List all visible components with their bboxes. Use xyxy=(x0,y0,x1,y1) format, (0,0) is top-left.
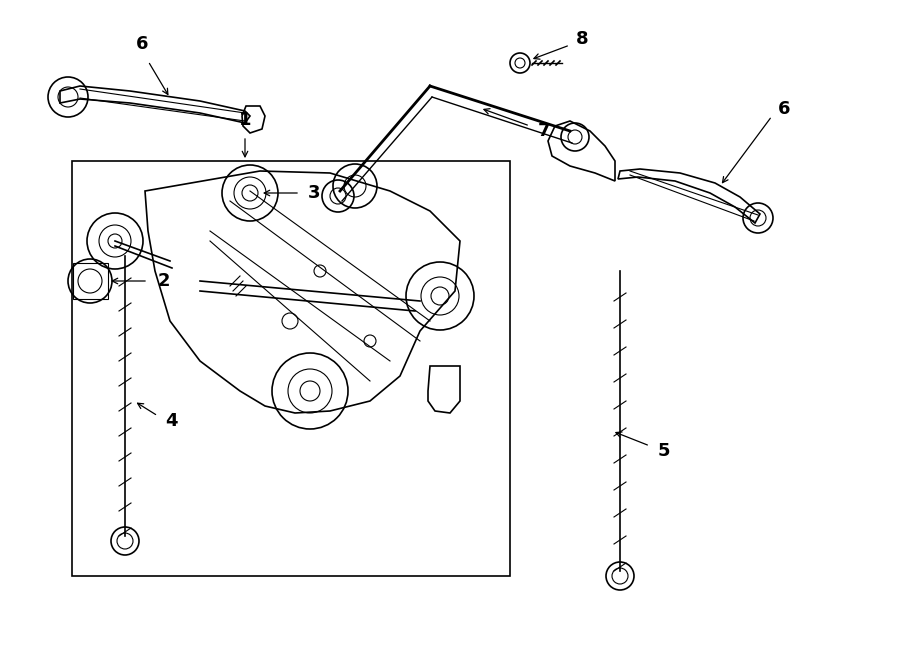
Text: 5: 5 xyxy=(658,442,670,460)
Text: 4: 4 xyxy=(165,412,177,430)
Text: 3: 3 xyxy=(308,184,320,202)
Text: 1: 1 xyxy=(238,111,251,129)
Text: 2: 2 xyxy=(158,272,170,290)
Text: 6: 6 xyxy=(136,35,149,53)
Text: 7: 7 xyxy=(538,122,551,140)
Text: 6: 6 xyxy=(778,100,790,118)
Text: 8: 8 xyxy=(576,30,589,48)
